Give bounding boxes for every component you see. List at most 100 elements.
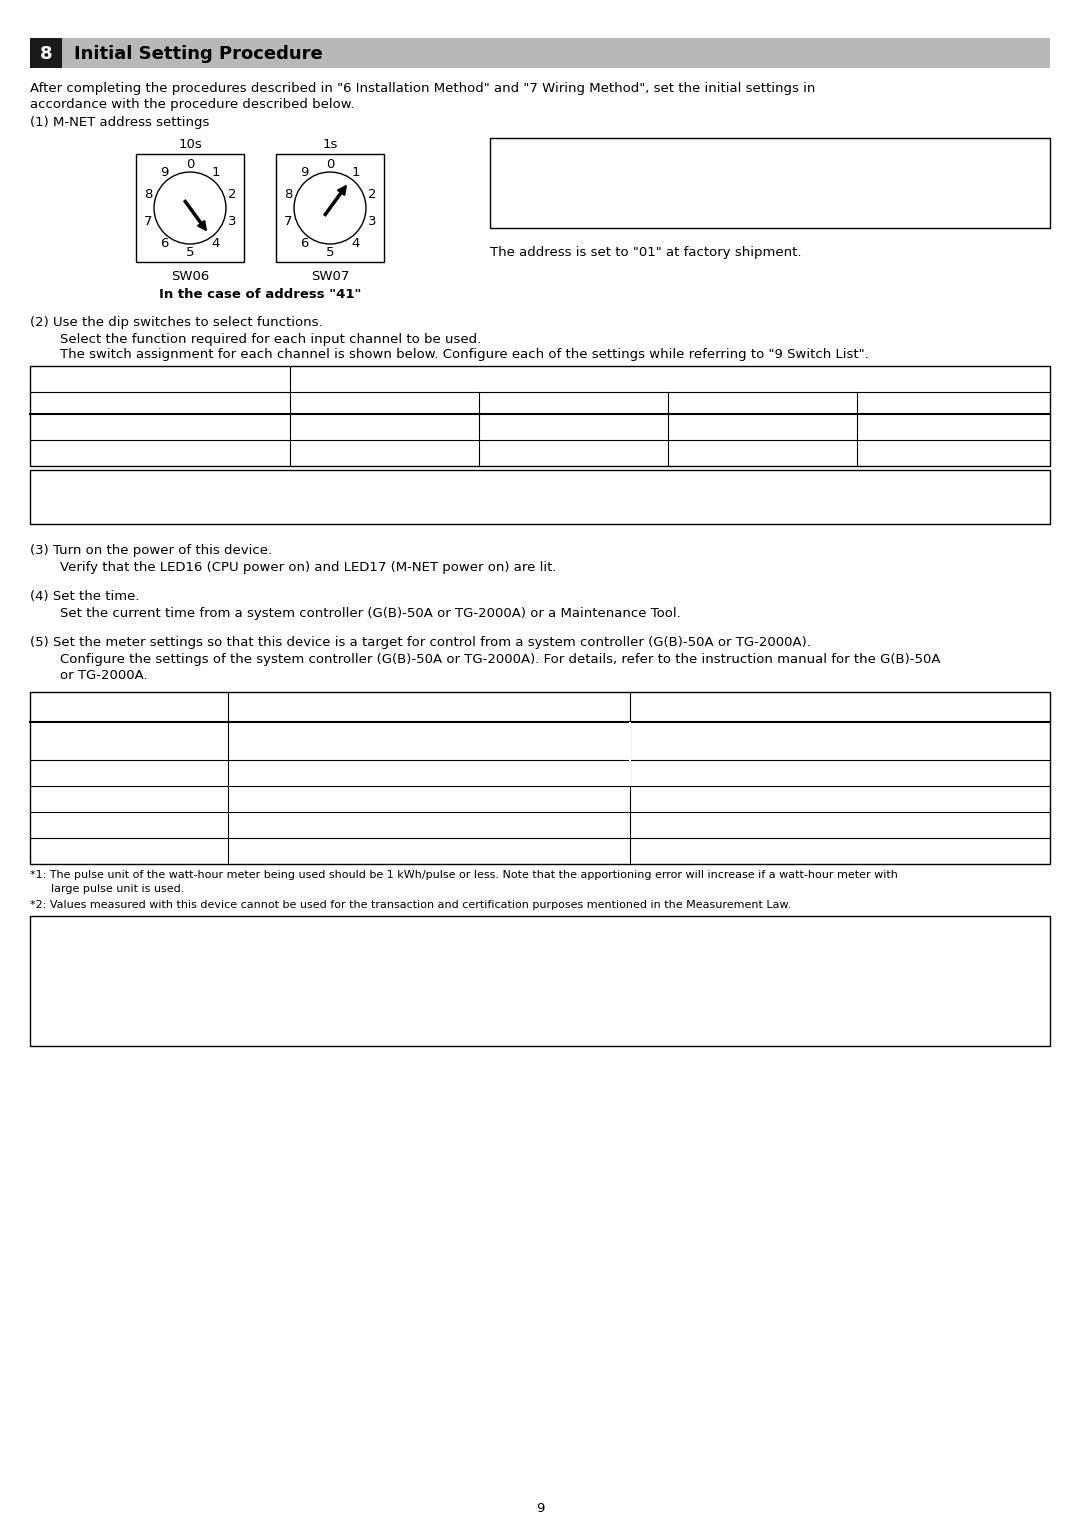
Text: 10s: 10s bbox=[178, 138, 202, 151]
Text: of usage amounts will not be made.: of usage amounts will not be made. bbox=[60, 970, 272, 984]
Text: Note:: Note: bbox=[38, 926, 73, 940]
Text: 3: 3 bbox=[228, 215, 237, 228]
Text: Verify that the LED16 (CPU power on) and LED17 (M-NET power on) are lit.: Verify that the LED16 (CPU power on) and… bbox=[60, 561, 556, 575]
Text: Period of time for calculation: Period of time for calculation bbox=[32, 793, 226, 805]
Text: 9: 9 bbox=[300, 167, 308, 179]
Bar bbox=[490, 138, 1050, 228]
Text: not work normally because correct measurement of usage amounts will not be made.: not work normally because correct measur… bbox=[36, 497, 578, 509]
Text: SW06: SW06 bbox=[171, 270, 210, 283]
Text: •  Set an address that is not the same as that of: • Set an address that is not the same as… bbox=[510, 179, 796, 193]
Text: 2: 2 bbox=[228, 188, 237, 200]
Text: Whether to use Input contact: Whether to use Input contact bbox=[62, 420, 258, 434]
Text: –: – bbox=[426, 819, 432, 831]
Text: SW01-4: SW01-4 bbox=[928, 420, 978, 434]
Text: 0: 0 bbox=[326, 157, 334, 171]
Text: Operation Switch: Operation Switch bbox=[612, 373, 728, 385]
Text: G(B)-50A or TG-2000A.: G(B)-50A or TG-2000A. bbox=[234, 746, 369, 759]
Text: SW02-1, 2: SW02-1, 2 bbox=[350, 446, 418, 460]
Text: of usage amounts will not be made.: of usage amounts will not be made. bbox=[60, 1015, 272, 1028]
Text: After completing the procedures described in "6 Installation Method" and "7 Wiri: After completing the procedures describe… bbox=[30, 83, 815, 95]
Text: Date for calculation: Date for calculation bbox=[64, 845, 194, 857]
Text: Unit for calculation: Unit for calculation bbox=[66, 767, 192, 779]
Text: accordance with the procedure described below.: accordance with the procedure described … bbox=[30, 98, 354, 112]
Text: 8: 8 bbox=[40, 44, 52, 63]
Text: Set the volume unit (kWh, m³, MJ) with G(B)-50A or TG-2000A.: Set the volume unit (kWh, m³, MJ) with G… bbox=[455, 767, 823, 779]
Text: 0: 0 bbox=[186, 157, 194, 171]
Text: The address is set to "01" at factory shipment.: The address is set to "01" at factory sh… bbox=[490, 246, 801, 260]
Text: Set the current time from a system controller (G(B)-50A or TG-2000A) or a Mainte: Set the current time from a system contr… bbox=[60, 607, 680, 620]
Text: Note:: Note: bbox=[498, 148, 534, 160]
Text: •  Be sure to set the pulse weight settings from this device or a system control: • Be sure to set the pulse weight settin… bbox=[50, 987, 681, 999]
Text: 6: 6 bbox=[160, 237, 168, 251]
Text: 1: 1 bbox=[212, 167, 220, 179]
Text: 1: 1 bbox=[352, 167, 360, 179]
Text: 9: 9 bbox=[536, 1502, 544, 1514]
Text: Setting: Setting bbox=[105, 700, 153, 714]
Text: Ch4: Ch4 bbox=[940, 396, 967, 410]
Text: Initial Setting Procedure: Initial Setting Procedure bbox=[75, 44, 323, 63]
Text: *2: Values measured with this device cannot be used for the transaction and cert: *2: Values measured with this device can… bbox=[30, 900, 792, 911]
Text: 5: 5 bbox=[186, 246, 194, 258]
Text: SW02-5, 6: SW02-5, 6 bbox=[728, 446, 796, 460]
Text: Ch1: Ch1 bbox=[370, 396, 397, 410]
Text: (3) Turn on the power of this device.: (3) Turn on the power of this device. bbox=[30, 544, 272, 558]
Text: 8: 8 bbox=[284, 188, 293, 200]
Bar bbox=[136, 154, 244, 261]
Text: –: – bbox=[426, 793, 432, 805]
Bar bbox=[629, 759, 631, 785]
Text: Setting with TG-2000A: Setting with TG-2000A bbox=[765, 700, 916, 714]
Bar bbox=[30, 471, 1050, 524]
Text: (2) Use the dip switches to select functions.: (2) Use the dip switches to select funct… bbox=[30, 316, 323, 329]
Text: (1) M-NET address settings: (1) M-NET address settings bbox=[30, 116, 210, 128]
Text: If these setting are not configured, the charge function and peak cut control wi: If these setting are not configured, the… bbox=[60, 957, 831, 970]
Text: (4) Set the time.: (4) Set the time. bbox=[30, 590, 139, 604]
Bar bbox=[30, 38, 62, 69]
Text: SW01-1: SW01-1 bbox=[359, 420, 409, 434]
Text: SW01-3: SW01-3 bbox=[737, 420, 787, 434]
Text: another unit.: another unit. bbox=[524, 193, 600, 206]
Bar bbox=[30, 692, 1050, 863]
Text: Set the pulse weight value setting switch (SW02) to the "SC setting", and set th: Set the pulse weight value setting switc… bbox=[234, 730, 788, 743]
Text: SW02-3, 4: SW02-3, 4 bbox=[539, 446, 607, 460]
Text: (5) Set the meter settings so that this device is a target for control from a sy: (5) Set the meter settings so that this … bbox=[30, 636, 811, 649]
Text: SW07: SW07 bbox=[311, 270, 349, 283]
Text: 7: 7 bbox=[144, 215, 152, 228]
Text: 7: 7 bbox=[284, 215, 293, 228]
Text: SW01-2: SW01-2 bbox=[548, 420, 598, 434]
Text: Ch3: Ch3 bbox=[748, 396, 775, 410]
Text: 4: 4 bbox=[352, 237, 360, 251]
Text: Ch2: Ch2 bbox=[559, 396, 586, 410]
Bar bbox=[30, 915, 1050, 1047]
Text: Note:  Be sure to configure the pulse weight settings. If these setting are not : Note: Be sure to configure the pulse wei… bbox=[36, 478, 831, 492]
Text: 5: 5 bbox=[326, 246, 334, 258]
Text: Set the date for monthly calculation.: Set the date for monthly calculation. bbox=[638, 845, 855, 857]
Text: If these setting are not configured, the charge function and peak cut control wi: If these setting are not configured, the… bbox=[60, 1001, 831, 1015]
Text: Setting with G(B)-50A: Setting with G(B)-50A bbox=[356, 700, 501, 714]
Text: Set the time for daily calculation.: Set the time for daily calculation. bbox=[638, 819, 835, 831]
Text: 3: 3 bbox=[367, 215, 376, 228]
Bar bbox=[629, 723, 631, 759]
Text: Setting: Setting bbox=[136, 373, 184, 385]
Bar bbox=[276, 154, 384, 261]
Text: 8: 8 bbox=[144, 188, 152, 200]
Text: 4: 4 bbox=[212, 237, 220, 251]
Text: Time for calculation: Time for calculation bbox=[63, 819, 195, 831]
Text: In the case of address "41": In the case of address "41" bbox=[159, 287, 361, 301]
Text: or TG-2000A.: or TG-2000A. bbox=[60, 669, 148, 681]
Text: The switch assignment for each channel is shown below. Configure each of the set: The switch assignment for each channel i… bbox=[60, 348, 868, 361]
Text: 1s: 1s bbox=[322, 138, 338, 151]
Text: –: – bbox=[426, 845, 432, 857]
Bar bbox=[30, 38, 1050, 69]
Text: Configure the settings of the system controller (G(B)-50A or TG-2000A). For deta: Configure the settings of the system con… bbox=[60, 652, 941, 666]
Text: Pulse weight value: Pulse weight value bbox=[66, 735, 191, 747]
Text: 9: 9 bbox=[160, 167, 168, 179]
Text: •  Configure the settings of the TG-2000A connection system from TG-2000A.: • Configure the settings of the TG-2000A… bbox=[50, 943, 509, 957]
Text: SW02-7, 8: SW02-7, 8 bbox=[919, 446, 987, 460]
Text: Select the function required for each input channel to be used.: Select the function required for each in… bbox=[60, 333, 482, 345]
Text: Pulse weight value: Pulse weight value bbox=[97, 446, 222, 460]
Text: •  An address from 01 to 50 can be set.: • An address from 01 to 50 can be set. bbox=[510, 163, 743, 177]
Text: large pulse unit is used.: large pulse unit is used. bbox=[30, 885, 185, 894]
Text: 6: 6 bbox=[300, 237, 308, 251]
Bar bbox=[30, 367, 1050, 466]
Text: 2: 2 bbox=[367, 188, 376, 200]
